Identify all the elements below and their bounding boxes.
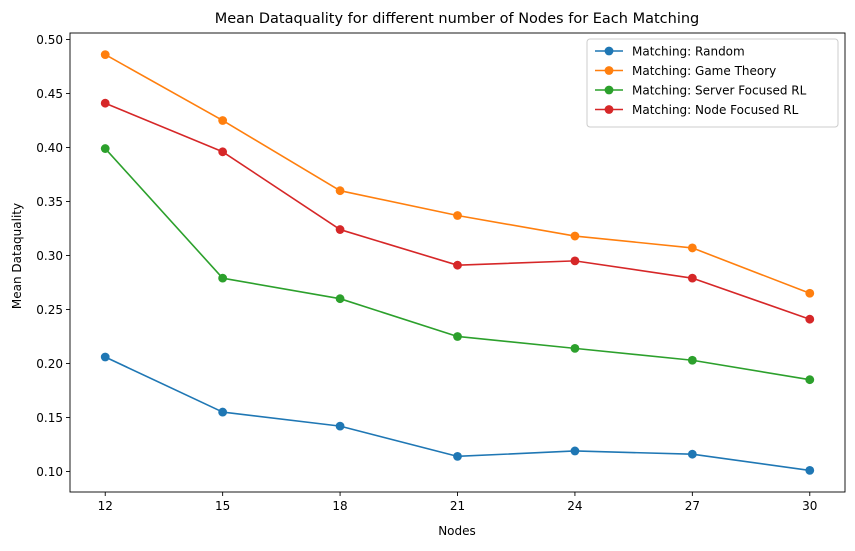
data-point (453, 451, 462, 461)
data-point (335, 294, 345, 304)
x-tick-label: 21 (450, 499, 465, 513)
data-point (570, 256, 580, 266)
data-point (218, 116, 228, 125)
series-matching-server-focused-rl (100, 144, 815, 385)
data-point (218, 147, 228, 157)
data-point (570, 231, 580, 241)
legend-marker (604, 66, 614, 75)
data-point (687, 273, 697, 283)
legend-marker (604, 105, 614, 114)
x-tick-label: 24 (567, 499, 582, 513)
chart-title: Mean Dataquality for different number of… (215, 11, 700, 27)
x-axis-label: Nodes (438, 524, 476, 538)
legend-item: Matching: Node Focused RL (595, 103, 799, 117)
x-tick-label: 15 (215, 499, 230, 513)
data-point (805, 288, 815, 298)
y-axis-label: Mean Dataquality (10, 203, 24, 309)
y-tick-label: 0.20 (36, 357, 63, 371)
legend-item: Matching: Random (595, 44, 745, 58)
y-tick-label: 0.45 (36, 87, 63, 101)
data-point (570, 446, 580, 456)
legend-label: Matching: Server Focused RL (632, 83, 807, 97)
y-tick-label: 0.50 (36, 33, 63, 47)
data-point (687, 449, 697, 459)
y-tick-label: 0.15 (36, 411, 63, 425)
y-tick-label: 0.30 (36, 249, 63, 263)
legend-item: Matching: Server Focused RL (595, 83, 807, 97)
data-point (570, 343, 580, 353)
y-tick-label: 0.25 (36, 303, 63, 317)
data-point (100, 352, 110, 362)
data-point (100, 50, 110, 59)
data-point (335, 225, 345, 234)
data-point (805, 314, 815, 324)
x-tick-label: 27 (685, 499, 700, 513)
data-point (453, 211, 462, 220)
data-point (687, 355, 697, 365)
plot-area: 12 15 18 21 24 27 30 0.10 0.15 0.20 0.25 0.30 0.35 0.… (36, 32, 846, 513)
legend-label: Matching: Game Theory (632, 64, 776, 78)
x-tick-label: 12 (98, 499, 113, 513)
data-point (687, 243, 697, 253)
legend-marker (604, 46, 614, 56)
data-point (218, 273, 228, 283)
data-point (335, 421, 345, 431)
series-matching-random (100, 352, 815, 475)
y-tick-label: 0.10 (36, 465, 63, 479)
series-matching-game-theory (100, 50, 815, 298)
data-point (453, 332, 462, 341)
y-tick-label: 0.40 (36, 141, 63, 155)
data-point (453, 260, 462, 270)
legend-box (586, 38, 839, 128)
legend: Matching: Random Matching: Game Theory Mat… (586, 38, 839, 128)
data-point (805, 375, 815, 385)
x-tick-label: 30 (802, 499, 817, 513)
y-tick-label: 0.35 (36, 195, 63, 209)
legend-marker (604, 85, 614, 95)
data-point (218, 407, 228, 417)
data-point (805, 466, 815, 475)
legend-label: Matching: Node Focused RL (632, 103, 799, 117)
legend-item: Matching: Game Theory (595, 64, 776, 78)
series-matching-node-focused-rl (100, 98, 815, 324)
x-tick-label: 18 (332, 499, 347, 513)
legend-label: Matching: Random (632, 44, 745, 58)
data-point (100, 98, 110, 108)
data-point (100, 144, 110, 153)
data-point (335, 186, 345, 196)
